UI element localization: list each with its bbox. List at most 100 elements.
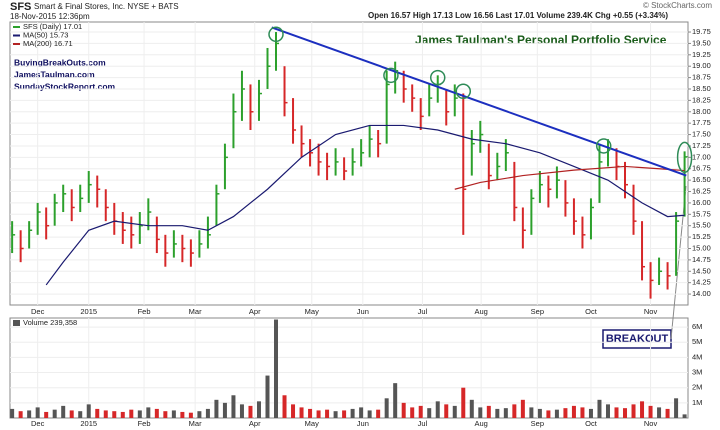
annotation: BREAKOUT — [606, 333, 669, 345]
volume-bar — [520, 399, 525, 418]
x-tick-label: Apr — [249, 307, 261, 316]
volume-bar — [563, 408, 568, 418]
volume-bar — [350, 408, 355, 418]
x-tick-label: Nov — [644, 307, 658, 316]
x-tick-label: 2015 — [80, 307, 97, 316]
moving-average — [45, 124, 685, 286]
volume-bar — [571, 405, 576, 418]
y-tick-label: 14.75 — [692, 255, 711, 264]
y-tick-label: 19.75 — [692, 27, 711, 36]
x-tick-label: May — [305, 419, 319, 428]
volume-bar — [171, 410, 176, 418]
volume-bar — [18, 411, 23, 418]
site: SundayStockReport.com — [14, 81, 116, 91]
y-tick-label: 17.75 — [692, 118, 711, 127]
y-tick-label: 19.25 — [692, 50, 711, 59]
volume-bar — [529, 407, 534, 418]
y-tick-label: 17.00 — [692, 152, 711, 161]
volume-bar — [461, 387, 466, 418]
x-tick-label: Nov — [644, 419, 658, 428]
volume-bar — [325, 409, 330, 418]
highlight-circle — [595, 138, 612, 154]
volume-panel — [9, 317, 689, 419]
y-tick-label: 16.00 — [692, 198, 711, 207]
volume-bar — [648, 405, 653, 418]
volume-bar — [35, 407, 40, 418]
x-tick-label: Feb — [138, 419, 151, 428]
volume-bar — [554, 409, 559, 418]
volume-bar — [163, 411, 168, 418]
volume-bar — [205, 408, 210, 418]
volume-bar — [282, 395, 287, 418]
volume-bar — [52, 409, 57, 418]
x-tick-label: Aug — [474, 307, 487, 316]
volume-bar — [614, 407, 619, 418]
site: JamesTaulman.com — [14, 69, 95, 79]
quote: Open 16.57 High 17.13 Low 16.56 Last 17.… — [368, 11, 668, 20]
y-tick-label: 18.25 — [692, 95, 711, 104]
volume-bar — [640, 401, 645, 418]
y-tick-label: 6M — [692, 322, 702, 331]
x-tick-label: Jun — [357, 419, 369, 428]
datetime: 18-Nov-2015 12:36pm — [10, 12, 90, 21]
y-tick-label: 15.75 — [692, 209, 711, 218]
x-tick-label: Sep — [531, 419, 544, 428]
annotation-arrow — [670, 185, 687, 340]
y-tick-label: 19.50 — [692, 38, 711, 47]
volume-bar — [239, 404, 244, 418]
y-tick-label: 18.75 — [692, 73, 711, 82]
legend-label: MA(200) 16.71 — [23, 39, 73, 48]
x-tick-label: Apr — [249, 419, 261, 428]
volume-bar — [129, 409, 134, 418]
highlight-circle — [676, 141, 693, 174]
volume-bar — [588, 408, 593, 418]
volume-bar — [495, 408, 500, 418]
y-tick-label: 18.50 — [692, 84, 711, 93]
volume-bar — [265, 375, 270, 418]
volume-bar — [503, 408, 508, 418]
volume-bar — [222, 402, 227, 418]
highlight-circle — [268, 26, 284, 43]
highlight-circle — [383, 67, 399, 84]
legend-label: Volume 239,358 — [23, 318, 77, 327]
y-tick-label: 18.00 — [692, 107, 711, 116]
y-tick-label: 14.00 — [692, 289, 711, 298]
volume-bar — [367, 410, 372, 418]
volume-bar — [410, 407, 415, 418]
volume-bar — [188, 412, 193, 418]
y-tick-label: 4M — [692, 352, 702, 361]
title: James Taulman's Personal Portfolio Servi… — [415, 33, 667, 47]
volume-bar — [69, 410, 74, 418]
volume-bar — [291, 404, 296, 418]
y-tick-label: 17.50 — [692, 130, 711, 139]
y-tick-label: 16.50 — [692, 175, 711, 184]
copyright: © StockCharts.com — [643, 1, 712, 10]
volume-bar — [376, 409, 381, 418]
y-tick-label: 15.25 — [692, 232, 711, 241]
y-tick-label: 15.00 — [692, 243, 711, 252]
volume-bar — [435, 401, 440, 418]
volume-bar — [401, 402, 406, 418]
volume-bar — [61, 405, 66, 418]
volume-bar — [120, 411, 125, 418]
y-tick-label: 3M — [692, 368, 702, 377]
price-panel — [9, 21, 689, 306]
volume-bar — [657, 407, 662, 418]
volume-bar — [384, 398, 389, 418]
volume-bar — [214, 399, 219, 418]
y-tick-label: 2M — [692, 383, 702, 392]
symbol: SFS — [10, 1, 31, 13]
y-tick-label: 14.50 — [692, 266, 711, 275]
x-tick-label: Dec — [31, 419, 45, 428]
trendline — [271, 26, 687, 177]
x-tick-label: Feb — [138, 307, 151, 316]
volume-bar — [95, 408, 100, 418]
volume-bar — [478, 407, 483, 418]
volume-bar — [665, 408, 670, 418]
volume-bar — [469, 399, 474, 418]
volume-bar — [103, 410, 108, 418]
volume-bar — [418, 405, 423, 418]
y-tick-label: 19.00 — [692, 61, 711, 70]
volume-bar — [180, 411, 185, 418]
x-tick-label: Mar — [189, 307, 202, 316]
